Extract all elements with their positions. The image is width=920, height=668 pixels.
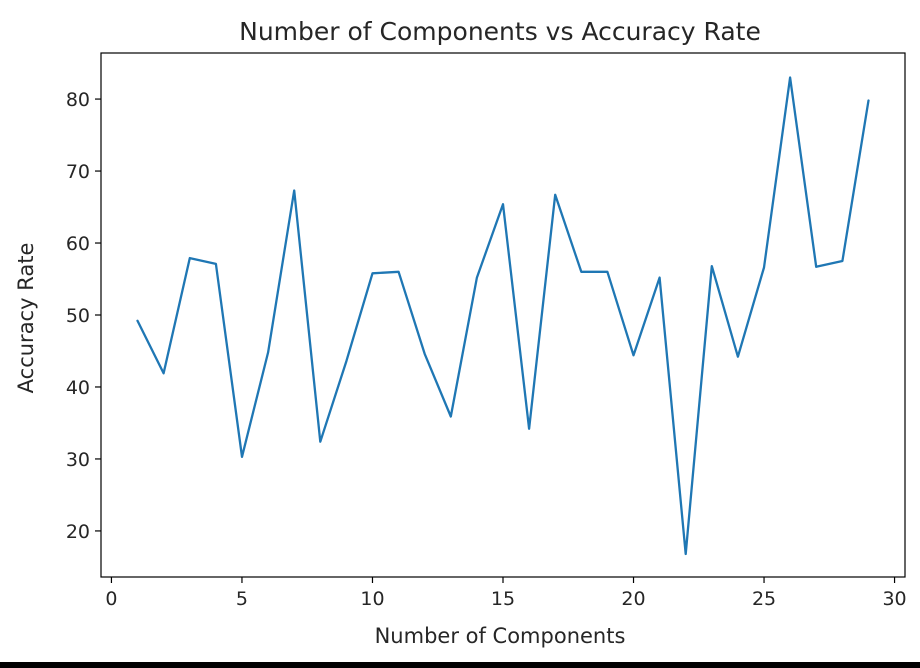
y-tick-label: 50 xyxy=(66,305,90,327)
x-tick-label: 5 xyxy=(236,588,248,610)
x-tick-label: 30 xyxy=(882,588,906,610)
chart-title: Number of Components vs Accuracy Rate xyxy=(239,17,761,46)
y-tick-label: 40 xyxy=(66,377,90,399)
series-line-1 xyxy=(136,76,870,556)
y-tick-label: 60 xyxy=(66,233,90,255)
x-axis-label: Number of Components xyxy=(375,624,626,648)
bottom-border xyxy=(0,662,920,668)
x-tick-label: 0 xyxy=(105,588,117,610)
y-tick-label: 30 xyxy=(66,449,90,471)
x-tick-label: 25 xyxy=(752,588,776,610)
x-tick-label: 15 xyxy=(491,588,515,610)
plot-frame xyxy=(100,52,906,578)
x-tick-label: 10 xyxy=(360,588,384,610)
y-tick-label: 70 xyxy=(66,161,90,183)
y-tick-label: 20 xyxy=(66,521,90,543)
plot-area: 0 5 10 15 20 25 30 20 30 40 50 60 70 80 xyxy=(66,52,907,610)
x-tick-label: 20 xyxy=(621,588,645,610)
y-axis-label: Accuracy Rate xyxy=(14,243,38,394)
y-tick-label: 80 xyxy=(66,89,90,111)
